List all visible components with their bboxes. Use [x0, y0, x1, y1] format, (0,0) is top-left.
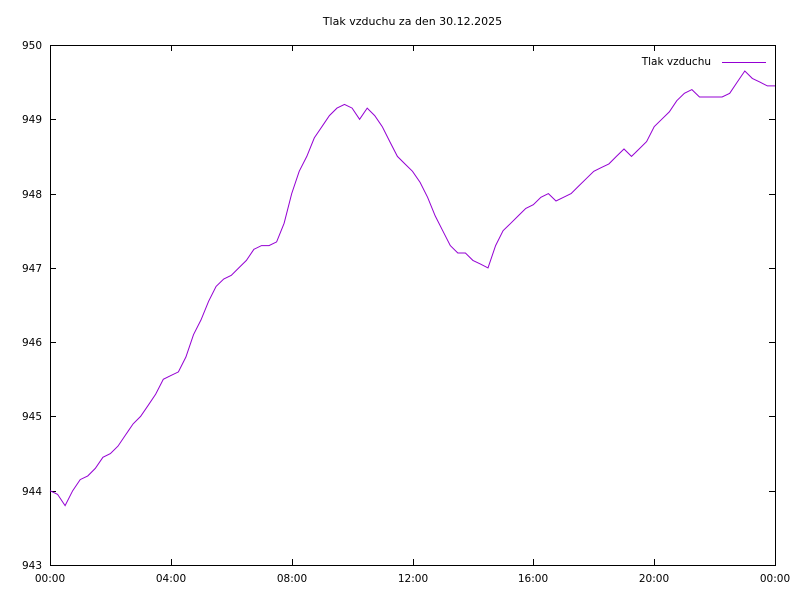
- svg-text:12:00: 12:00: [398, 573, 428, 585]
- svg-text:943: 943: [22, 560, 42, 572]
- svg-text:946: 946: [22, 337, 42, 349]
- svg-text:944: 944: [22, 486, 42, 498]
- svg-text:20:00: 20:00: [639, 573, 669, 585]
- chart-title: Tlak vzduchu za den 30.12.2025: [322, 15, 503, 28]
- svg-text:947: 947: [22, 263, 42, 275]
- svg-text:945: 945: [22, 411, 42, 423]
- svg-text:948: 948: [22, 189, 42, 201]
- svg-text:00:00: 00:00: [35, 573, 65, 585]
- legend: Tlak vzduchu: [642, 56, 766, 68]
- legend-label: Tlak vzduchu: [641, 56, 711, 68]
- svg-text:04:00: 04:00: [156, 573, 186, 585]
- svg-text:16:00: 16:00: [518, 573, 548, 585]
- legend-line-sample: [722, 61, 766, 63]
- svg-text:00:00: 00:00: [760, 573, 790, 585]
- svg-text:950: 950: [22, 40, 42, 52]
- svg-text:08:00: 08:00: [277, 573, 307, 585]
- svg-text:949: 949: [22, 114, 42, 126]
